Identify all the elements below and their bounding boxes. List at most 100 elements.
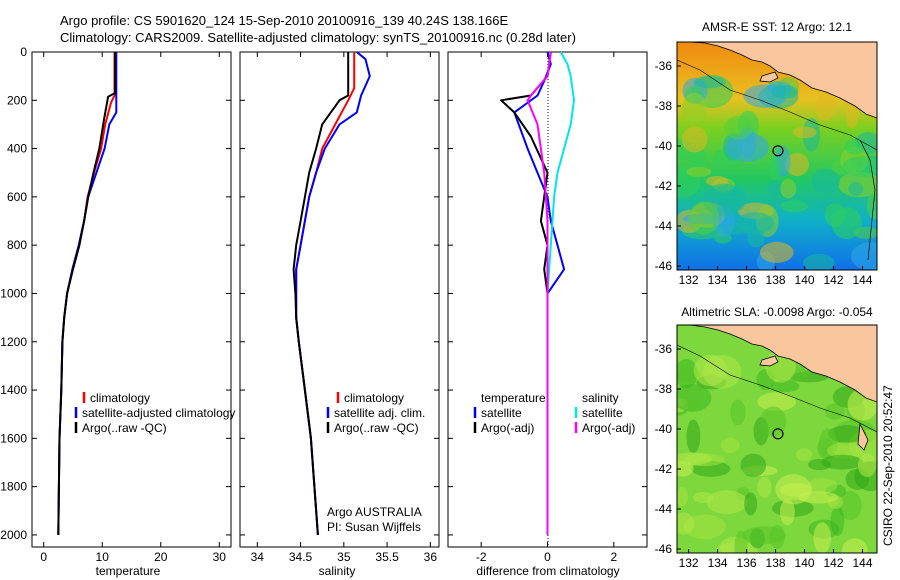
sla-shelf-line bbox=[677, 344, 877, 433]
field-patch bbox=[771, 85, 799, 99]
sst-shelf-line bbox=[677, 59, 877, 151]
map-xtick-label: 140 bbox=[795, 556, 815, 570]
map-xtick-label: 144 bbox=[852, 556, 872, 570]
temperature-panel: 0 10 20 30 0 200 400 600 800 1000 1200 1400 1600 1800… bbox=[0, 45, 235, 578]
xtick-label: 34 bbox=[251, 550, 265, 564]
xtick-label: -2 bbox=[476, 550, 487, 564]
ytick-label: 1400 bbox=[0, 383, 27, 397]
field-patch bbox=[813, 522, 832, 553]
field-patch bbox=[830, 506, 845, 537]
field-patch bbox=[842, 156, 877, 177]
field-patch bbox=[768, 155, 781, 181]
map-ytick-label: -40 bbox=[655, 139, 673, 153]
temperature-xlabel: temperature bbox=[96, 564, 161, 578]
figure-title-line1: Argo profile: CS 5901620_124 15-Sep-2010… bbox=[60, 13, 509, 28]
series-line-argo-raw-qc bbox=[57, 52, 117, 535]
ytick-label: 1000 bbox=[0, 286, 27, 300]
field-patch bbox=[688, 201, 720, 235]
salinity-annotation-line1: Argo AUSTRALIA bbox=[327, 505, 422, 519]
map-xtick-label: 134 bbox=[708, 273, 728, 287]
field-patch bbox=[850, 242, 877, 270]
map-ytick-label: -38 bbox=[655, 382, 673, 396]
difference-legend: temperature satellite Argo(-adj) salinit… bbox=[473, 391, 635, 435]
field-patch bbox=[677, 486, 688, 507]
legend-satellite-label: satellite adj. clim. bbox=[334, 406, 425, 420]
field-patch bbox=[857, 453, 877, 478]
field-patch bbox=[831, 207, 862, 240]
difference-xlabel: difference from climatology bbox=[476, 564, 619, 578]
field-patch bbox=[808, 478, 838, 494]
map-xtick-label: 144 bbox=[852, 273, 872, 287]
series-line-argo-raw-qc bbox=[292, 52, 350, 535]
map-ytick-label: -46 bbox=[655, 542, 673, 556]
field-patch bbox=[686, 419, 701, 454]
sst-map-title: AMSR-E SST: 12 Argo: 12.1 bbox=[702, 20, 852, 34]
field-patch bbox=[793, 126, 817, 139]
legend-climatology-label: climatology bbox=[90, 391, 150, 405]
ytick-label: 800 bbox=[7, 238, 27, 252]
series-line-temperature-satellite bbox=[513, 51, 566, 535]
field-patch bbox=[736, 212, 774, 235]
legend-sal-satellite-label: satellite bbox=[582, 406, 623, 420]
field-patch bbox=[725, 132, 769, 162]
field-patch bbox=[866, 192, 877, 219]
salinity-xlabel: salinity bbox=[319, 564, 356, 578]
map-xtick-label: 142 bbox=[824, 273, 844, 287]
field-patch bbox=[677, 512, 695, 535]
xtick-label: 34.5 bbox=[289, 550, 313, 564]
field-patch bbox=[815, 92, 836, 121]
legend-temp-satellite-label: satellite bbox=[481, 406, 522, 420]
sla-map-panel: Altimetric SLA: -0.0098 Argo: -0.054 132… bbox=[655, 305, 878, 570]
xtick-label: 35.5 bbox=[375, 550, 399, 564]
legend-argo-label: Argo(..raw -QC) bbox=[82, 421, 167, 435]
field-patch bbox=[740, 453, 767, 477]
legend-satellite-label: satellite-adjusted climatology bbox=[82, 406, 235, 420]
field-patch bbox=[686, 166, 712, 177]
field-patch bbox=[677, 452, 713, 466]
map-xtick-label: 138 bbox=[766, 556, 786, 570]
field-patch bbox=[824, 403, 845, 420]
ytick-label: 600 bbox=[7, 190, 27, 204]
field-patch bbox=[770, 380, 800, 393]
temperature-legend: climatology satellite-adjusted climatolo… bbox=[74, 391, 235, 435]
map-xtick-label: 136 bbox=[737, 273, 757, 287]
side-timestamp-label: CSIRO 22-Sep-2010 20:52:47 bbox=[881, 385, 895, 546]
sst-argo-marker bbox=[772, 145, 784, 157]
sla-map-title: Altimetric SLA: -0.0098 Argo: -0.054 bbox=[681, 305, 873, 319]
map-xtick-label: 132 bbox=[679, 273, 699, 287]
ytick-label: 1800 bbox=[0, 480, 27, 494]
salinity-axes-box bbox=[239, 51, 440, 548]
sst-contour bbox=[859, 139, 876, 261]
field-patch bbox=[827, 442, 864, 460]
ytick-label: 1200 bbox=[0, 335, 27, 349]
sst-map-box bbox=[676, 41, 878, 271]
map-ytick-label: -38 bbox=[655, 99, 673, 113]
field-patch bbox=[841, 538, 868, 553]
sla-map-box bbox=[676, 324, 878, 554]
figure-title-line2: Climatology: CARS2009. Satellite-adjuste… bbox=[60, 30, 576, 45]
salinity-panel: 34 34.5 35 35.5 36 salinity climatology sate… bbox=[239, 51, 440, 578]
legend-temp-argo-label: Argo(-adj) bbox=[481, 421, 534, 435]
map-ytick-label: -46 bbox=[655, 259, 673, 273]
field-patch bbox=[769, 524, 785, 550]
legend-sal-argo-label: Argo(-adj) bbox=[582, 421, 635, 435]
xtick-label: 0 bbox=[40, 550, 47, 564]
map-ytick-label: -36 bbox=[655, 342, 673, 356]
ytick-label: 2000 bbox=[0, 528, 27, 542]
field-patch bbox=[757, 476, 772, 498]
sst-island bbox=[759, 71, 779, 83]
sla-island bbox=[759, 355, 779, 367]
xtick-label: 36 bbox=[424, 550, 438, 564]
field-patch bbox=[779, 499, 795, 526]
field-patch bbox=[821, 454, 863, 470]
field-patch bbox=[838, 490, 862, 521]
ytick-label: 0 bbox=[20, 45, 27, 59]
series-line-salinity-argo-adj bbox=[526, 51, 552, 535]
field-patch bbox=[730, 399, 746, 426]
field-patch bbox=[785, 153, 810, 177]
map-ytick-label: -36 bbox=[655, 59, 673, 73]
sla-argo-marker bbox=[772, 428, 784, 440]
xtick-label: 20 bbox=[154, 550, 168, 564]
field-patch bbox=[780, 200, 809, 213]
